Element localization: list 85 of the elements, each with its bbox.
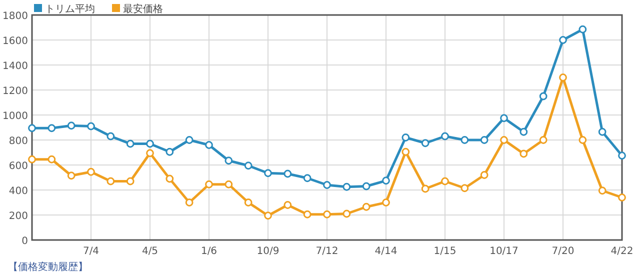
point bbox=[618, 194, 626, 202]
point bbox=[323, 181, 331, 189]
point bbox=[126, 177, 134, 186]
x-tick-label: 7/4 bbox=[82, 246, 100, 257]
x-tick-label: 4/14 bbox=[374, 246, 398, 257]
point bbox=[520, 150, 528, 158]
y-tick-label: 600 bbox=[8, 161, 28, 172]
x-tick-label: 1/15 bbox=[434, 246, 456, 257]
point bbox=[106, 177, 115, 186]
point bbox=[146, 149, 154, 158]
point bbox=[284, 201, 292, 209]
point bbox=[224, 156, 233, 165]
point bbox=[106, 132, 115, 140]
y-tick-label: 0 bbox=[22, 236, 28, 247]
y-tick-label: 1200 bbox=[2, 86, 28, 97]
text: 【価格変動履歴】 bbox=[8, 261, 88, 273]
y-tick-label: 800 bbox=[8, 136, 28, 147]
y-tick-label: 1400 bbox=[2, 61, 28, 72]
point bbox=[264, 169, 272, 178]
point bbox=[342, 182, 351, 191]
point bbox=[460, 136, 469, 144]
x-tick-label: 4/5 bbox=[142, 246, 158, 257]
point bbox=[421, 184, 430, 193]
point bbox=[382, 198, 390, 206]
point bbox=[520, 128, 528, 136]
legend-label: トリム平均 bbox=[45, 3, 95, 15]
x-tick-label: 7/20 bbox=[552, 246, 574, 257]
y-tick-label: 1800 bbox=[2, 11, 28, 22]
legend-label: 最安価格 bbox=[123, 3, 163, 15]
point bbox=[28, 124, 36, 132]
point bbox=[559, 36, 567, 44]
point bbox=[500, 136, 508, 144]
point bbox=[126, 140, 134, 148]
point bbox=[185, 198, 194, 206]
point bbox=[323, 210, 331, 218]
y-tick-label: 1600 bbox=[2, 36, 28, 47]
point bbox=[362, 202, 370, 211]
point bbox=[441, 132, 449, 140]
y-tick-label: 200 bbox=[8, 211, 28, 222]
y-tick-label: 400 bbox=[8, 186, 28, 197]
point bbox=[205, 180, 213, 188]
point bbox=[578, 136, 587, 144]
point bbox=[67, 122, 76, 130]
point bbox=[480, 171, 488, 179]
point bbox=[166, 148, 174, 156]
point bbox=[303, 210, 312, 218]
point bbox=[284, 170, 292, 178]
point bbox=[87, 168, 95, 176]
x-tick-label: 1/6 bbox=[200, 246, 218, 257]
point bbox=[146, 140, 154, 148]
point bbox=[559, 74, 567, 82]
point bbox=[460, 184, 469, 192]
point bbox=[441, 177, 449, 186]
point bbox=[480, 136, 488, 144]
point bbox=[598, 186, 606, 195]
point bbox=[48, 124, 56, 132]
point bbox=[342, 210, 351, 218]
point bbox=[303, 174, 312, 182]
point bbox=[87, 122, 95, 130]
x-tick-label: 10/9 bbox=[256, 246, 280, 257]
point bbox=[578, 25, 587, 34]
x-tick-label: 4/22 bbox=[610, 246, 634, 257]
point bbox=[224, 180, 233, 188]
point bbox=[500, 114, 508, 122]
point bbox=[67, 172, 76, 180]
point bbox=[185, 136, 194, 144]
point bbox=[244, 198, 252, 206]
x-tick-label: 10/17 bbox=[490, 246, 518, 257]
point bbox=[421, 139, 430, 148]
point bbox=[205, 141, 213, 149]
x-tick-label: 7/12 bbox=[316, 246, 338, 257]
point bbox=[166, 174, 174, 183]
point bbox=[402, 148, 410, 156]
point bbox=[598, 128, 606, 136]
point bbox=[539, 92, 548, 100]
point bbox=[28, 155, 36, 164]
point bbox=[48, 155, 56, 164]
point bbox=[244, 162, 252, 170]
point bbox=[264, 212, 272, 220]
point bbox=[539, 136, 548, 144]
point bbox=[382, 176, 390, 185]
y-tick-label: 1000 bbox=[2, 111, 28, 122]
point bbox=[618, 152, 626, 160]
point bbox=[362, 182, 370, 190]
point bbox=[402, 134, 410, 142]
